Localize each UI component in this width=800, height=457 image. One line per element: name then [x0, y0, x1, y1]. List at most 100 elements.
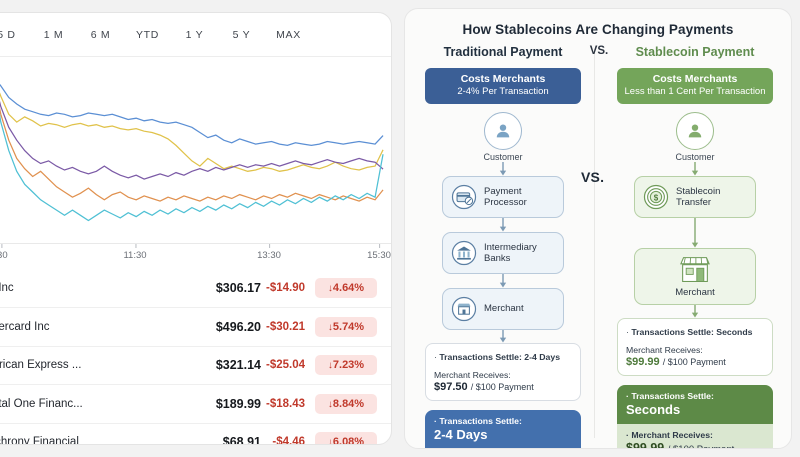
range-tab-1y[interactable]: 1 Y — [185, 28, 204, 41]
stablecoin-amount-value: $99.99 — [626, 356, 660, 369]
infographic-title: How Stablecoins Are Changing Payments — [462, 22, 734, 37]
node-stablecoin-transfer[interactable]: $ Stablecoin Transfer — [634, 176, 756, 218]
person-icon — [688, 124, 702, 138]
row-change: -$30.21 — [265, 321, 305, 334]
row-company-name: merican Express ... — [0, 359, 82, 372]
traditional-flow: Customer Paymen — [419, 112, 587, 343]
x-axis-tick: :30 — [0, 244, 8, 261]
stablecoin-receives-label: Merchant Receives: — [626, 344, 703, 355]
stablecoin-summary-body: · Merchant Receives: $99.99 / $100 Payme… — [617, 424, 773, 449]
traditional-settle-box: · Transactions Settle: 2-4 Days Merchant… — [425, 343, 581, 402]
row-change: -$14.90 — [265, 282, 305, 295]
price-chart-svg — [0, 57, 391, 243]
arrow-down-icon — [499, 330, 507, 343]
price-chart[interactable] — [0, 57, 391, 243]
storefront-icon — [680, 257, 710, 282]
bank-icon — [451, 240, 477, 266]
series-line — [0, 76, 383, 172]
series-line — [0, 76, 383, 146]
row-price: $306.17 — [215, 281, 261, 296]
range-tab-ytd[interactable]: YTD — [135, 28, 160, 41]
row-percent-value: 4.64% — [332, 282, 365, 295]
node-payment-processor[interactable]: Payment Processor — [442, 176, 564, 218]
stablecoin-summary-amount: $99.99 / $100 Payment — [626, 441, 734, 449]
row-company-name: astercard Inc — [0, 321, 50, 334]
customer-avatar-icon — [484, 112, 522, 150]
table-row[interactable]: apital One Financ... $189.99 -$18.43 ↓8.84% — [0, 384, 391, 422]
svg-text:$: $ — [654, 193, 659, 202]
node-payment-processor-label: Payment Processor — [484, 185, 527, 208]
row-change: -$4.46 — [272, 436, 305, 445]
down-arrow-icon: ↓ — [327, 437, 333, 445]
series-line — [0, 76, 383, 221]
stablecoin-summary-head: · Transactions Settle: Seconds — [617, 385, 773, 425]
store-icon — [451, 296, 477, 322]
stablecoin-amount-suffix: / $100 Payment — [662, 357, 726, 368]
card-icon — [451, 184, 477, 210]
row-company-name: apital One Financ... — [0, 397, 83, 410]
range-tab-6m[interactable]: 6 M — [90, 28, 111, 41]
stablecoin-settle-box: · Transactions Settle: Seconds Merchant … — [617, 318, 773, 377]
range-tab-5y[interactable]: 5 Y — [232, 28, 251, 41]
table-row[interactable]: sa Inc $306.17 -$14.90 ↓4.64% — [0, 269, 391, 307]
traditional-amount-suffix: / $100 Payment — [470, 382, 534, 393]
range-tab-max[interactable]: MAX — [276, 28, 301, 41]
traditional-summary-settle-value: 2-4 Days — [434, 427, 488, 443]
arrow-down-icon — [691, 162, 699, 176]
x-axis-tick: 11:30 — [123, 244, 147, 261]
row-change: -$18.43 — [265, 397, 305, 410]
arrow-down-icon — [499, 218, 507, 232]
stablecoin-infographic: How Stablecoins Are Changing Payments VS… — [404, 8, 792, 449]
stablecoin-receives-amount: $99.99 / $100 Payment — [626, 356, 764, 368]
node-intermediary-banks[interactable]: Intermediary Banks — [442, 232, 564, 274]
row-percent-badge: ↓8.84% — [315, 393, 377, 414]
node-merchant-traditional[interactable]: Merchant — [442, 288, 564, 330]
row-company-name: ynchrony Financial — [0, 436, 79, 445]
range-tab-1m[interactable]: 1 M — [43, 28, 64, 41]
ticker-table: sa Inc$306.17-$14.90↓4.64%astercard Inc$… — [0, 269, 391, 445]
stablecoin-cost-banner: Costs Merchants Less than 1 Cent Per Tra… — [617, 68, 773, 104]
stablecoin-customer: Customer — [611, 112, 779, 162]
traditional-summary: · Transactions Settle: 2-4 Days · Mercha… — [425, 410, 581, 448]
vs-header-label: VS. — [589, 45, 609, 57]
table-row[interactable]: merican Express ... $321.14 -$25.04 ↓7.23% — [0, 345, 391, 384]
arrow-down-icon — [691, 305, 699, 318]
node-stablecoin-transfer-label: Stablecoin Transfer — [676, 185, 721, 208]
traditional-receives-label: Merchant Receives: — [434, 369, 511, 380]
stablecoin-cost-detail: Less than 1 Cent Per Transaction — [624, 86, 766, 98]
traditional-receives-amount: $97.50 / $100 Payment — [434, 381, 572, 393]
stablecoin-summary-receives-label: · Merchant Receives: — [626, 430, 713, 441]
node-intermediary-banks-label: Intermediary Banks — [484, 241, 537, 264]
node-merchant-stablecoin[interactable]: Merchant — [634, 248, 756, 306]
traditional-heading: Traditional Payment — [443, 45, 563, 59]
x-axis-tick: 15:30 — [367, 244, 391, 261]
arrow-down-icon — [499, 162, 507, 176]
customer-avatar-icon — [676, 112, 714, 150]
traditional-settle-line: · Transactions Settle: 2-4 Days — [434, 352, 561, 362]
row-percent-badge: ↓6.08% — [315, 432, 377, 445]
stock-watchlist-card: 5 D 1 M 6 M YTD 1 Y 5 Y MAX :30 11:30 13:3… — [0, 12, 392, 445]
arrow-down-icon — [691, 218, 699, 248]
row-change: -$25.04 — [265, 359, 305, 372]
x-axis-tick: 13:30 — [257, 244, 281, 261]
traditional-cost-title: Costs Merchants — [460, 73, 546, 85]
range-tab-5d[interactable]: 5 D — [0, 28, 16, 41]
node-merchant-traditional-label: Merchant — [484, 303, 524, 315]
stablecoin-settle-text: Transactions Settle: Seconds — [631, 327, 753, 338]
traditional-summary-settle-label: · Transactions Settle: — [434, 416, 522, 427]
traditional-cost-detail: 2-4% Per Transaction — [457, 86, 549, 98]
stablecoin-summary-settle-label: · Transactions Settle: — [626, 391, 714, 402]
coin-icon: $ — [643, 184, 669, 210]
row-percent-badge: ↓4.64% — [315, 278, 377, 299]
row-percent-value: 6.08% — [332, 436, 365, 445]
down-arrow-icon: ↓ — [327, 283, 333, 295]
row-percent-value: 7.23% — [332, 359, 365, 372]
table-row[interactable]: ynchrony Financial $68.91 -$4.46 ↓6.08% — [0, 422, 391, 445]
stablecoin-settle-line: · Transactions Settle: Seconds — [626, 327, 753, 338]
down-arrow-icon: ↓ — [327, 360, 333, 372]
table-row[interactable]: astercard Inc $496.20 -$30.21 ↓5.74% — [0, 307, 391, 345]
node-merchant-stablecoin-label: Merchant — [675, 287, 715, 298]
customer-label: Customer — [675, 152, 715, 162]
chart-x-axis: :30 11:30 13:30 15:30 — [0, 243, 391, 269]
